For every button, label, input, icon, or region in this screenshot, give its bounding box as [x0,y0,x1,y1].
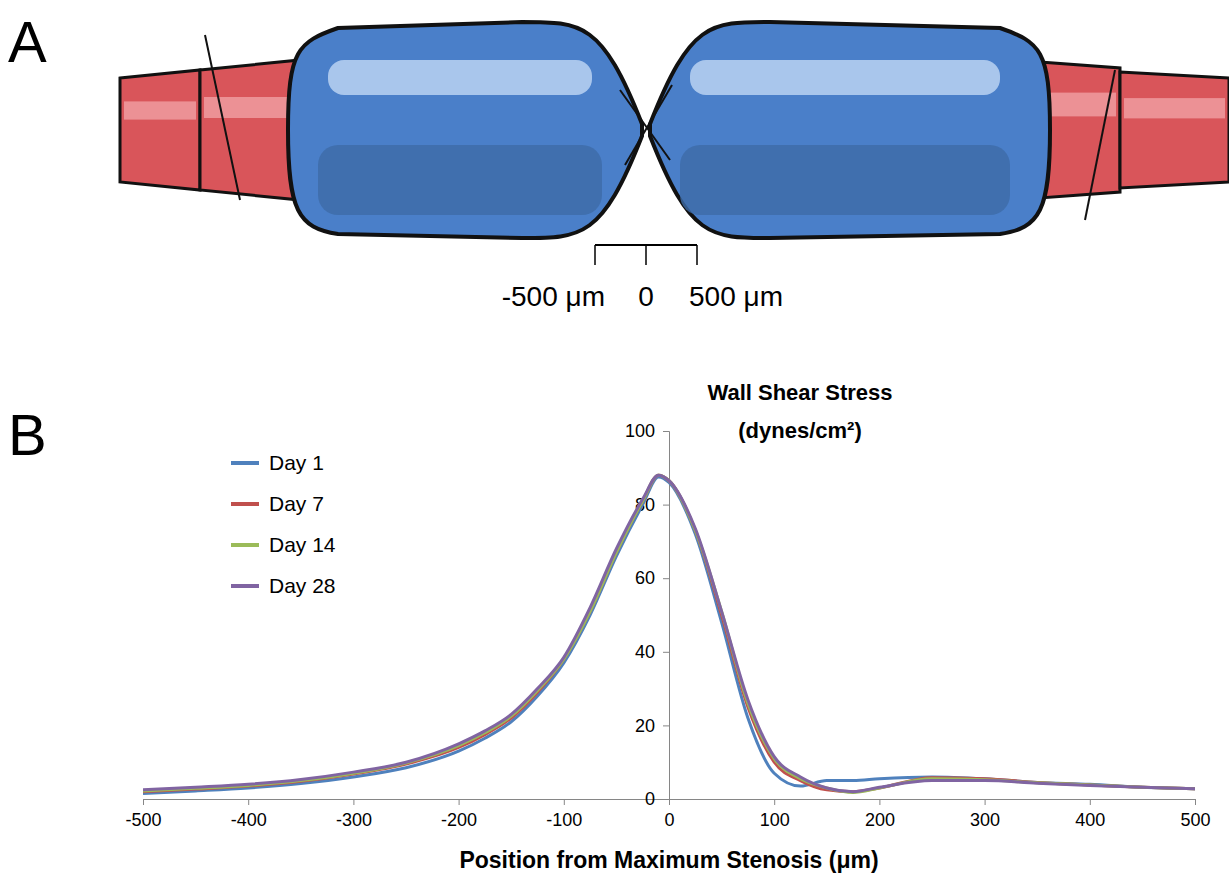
y-tick-label: 40 [635,642,655,662]
x-tick-label: 0 [664,810,674,830]
artery-highlight [1044,93,1116,117]
x-axis: -500 -400 -300 -200 -100 0 100 200 300 400 500 [125,799,1210,830]
x-axis-title: Position from Maximum Stenosis (μm) [459,847,878,873]
x-tick-label: 500 [1180,810,1210,830]
vein-bulb [650,22,1050,238]
vein-shadow [318,145,602,215]
x-tick-mark [248,799,249,805]
x-tick-label: 100 [760,810,790,830]
scale-tick [645,245,647,265]
scale-bar: -500 μm 0 500 μm [502,245,783,312]
x-tick-mark [774,799,775,805]
y-tick-mark [663,431,669,432]
legend: Day 1 Day 7 Day 14 Day 28 [231,451,336,597]
vein-highlight [690,60,1000,95]
x-tick-label: -400 [231,810,267,830]
x-tick: 0 [664,799,674,830]
legend-entry: Day 1 [231,451,324,474]
scale-label: 0 [638,281,654,312]
x-tick: 300 [970,799,1000,830]
legend-entry: Day 14 [231,533,336,556]
legend-label: Day 1 [269,451,324,474]
x-tick: -300 [336,799,372,830]
vessel-diagram [120,22,1229,238]
y-tick-label: 100 [625,421,655,441]
scale-label: -500 μm [502,281,605,312]
x-tick: -200 [441,799,477,830]
x-tick-label: -300 [336,810,372,830]
legend-swatch [231,543,259,547]
scale-label: 500 μm [689,281,783,312]
vein-highlight [328,60,592,95]
series-line [143,475,1195,792]
panel-letter: B [8,402,47,467]
x-tick-mark [564,799,565,805]
x-axis-line [144,800,1196,806]
y-tick-label: 20 [635,716,655,736]
suture [1085,70,1115,220]
x-tick: -400 [231,799,267,830]
chart-subtitle: (dynes/cm²) [738,418,861,443]
chart-title: Wall Shear Stress [707,380,892,405]
artery-highlight [124,101,196,119]
x-tick: -100 [546,799,582,830]
y-tick: 0 [645,789,669,809]
series-line [143,477,1195,793]
artery-segment [120,70,200,190]
x-tick-label: 400 [1075,810,1105,830]
figure: A -500 μm 0 500 μm B -500 -400 -300 -200 -100 0 100… [0,0,1229,891]
x-tick-label: -500 [125,810,161,830]
x-tick-label: 200 [865,810,895,830]
legend-label: Day 28 [269,574,336,597]
artery-segment [1120,72,1229,188]
legend-entry: Day 7 [231,492,324,515]
legend-swatch [231,584,259,588]
x-tick-label: -100 [546,810,582,830]
legend-label: Day 7 [269,492,324,515]
x-tick-label: 300 [970,810,1000,830]
y-tick-mark [663,799,669,800]
x-tick: 200 [865,799,895,830]
y-tick: 60 [635,568,669,588]
series-line [143,475,1195,791]
legend-swatch [231,461,259,465]
suture [625,85,672,165]
y-tick-label: 0 [645,789,655,809]
y-tick: 40 [635,642,669,662]
vein-bulb [288,22,642,238]
y-tick: 20 [635,716,669,736]
x-tick-mark [459,799,460,805]
y-tick-mark [663,505,669,506]
x-tick: 500 [1180,799,1210,830]
x-tick: 400 [1075,799,1105,830]
y-tick-mark [663,725,669,726]
x-tick-mark [353,799,354,805]
y-tick-label: 60 [635,568,655,588]
panel-letter: A [8,9,47,74]
legend-swatch [231,502,259,506]
x-tick-mark [985,799,986,805]
series-line [143,475,1195,791]
y-axis-line [663,432,670,800]
y-tick-mark [663,652,669,653]
legend-entry: Day 28 [231,574,336,597]
x-tick-mark [1090,799,1091,805]
y-tick: 100 [625,421,669,441]
x-tick: -500 [125,799,161,830]
y-tick-mark [663,578,669,579]
x-tick: 100 [760,799,790,830]
scale-tick [594,245,596,265]
x-tick-mark [879,799,880,805]
x-tick-label: -200 [441,810,477,830]
scale-tick [696,245,698,265]
artery-highlight [1124,98,1225,118]
x-tick-mark [143,799,144,805]
lines [143,475,1195,793]
vein-shadow [680,145,1010,215]
x-tick-mark [1195,799,1196,805]
legend-label: Day 14 [269,533,336,556]
suture [205,35,240,200]
